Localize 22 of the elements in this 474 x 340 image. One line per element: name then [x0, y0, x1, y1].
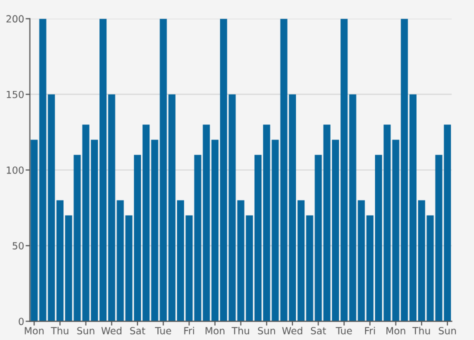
x-tick-label: Thu [412, 326, 430, 334]
x-tick-label: Tue [336, 327, 352, 334]
y-tick-label: 0 [18, 318, 24, 326]
x-tick-label: Thu [232, 326, 250, 334]
y-tick-label: 50 [12, 242, 24, 250]
x-tick-label: Wed [101, 326, 122, 334]
x-tick-label: Mon [24, 327, 44, 334]
x-tick-label: Sat [130, 327, 146, 334]
x-tick-label: Thu [50, 326, 68, 334]
x-tick-label: Fri [184, 326, 194, 334]
x-tick-label: Mon [386, 327, 406, 334]
x-tick-label: Wed [282, 326, 302, 334]
x-tick-label: Tue [154, 327, 172, 334]
x-tick-label: Sun [258, 327, 276, 334]
x-tick-label: Sun [77, 327, 94, 334]
y-tick-label: 200 [6, 15, 24, 23]
y-tick-label: 100 [6, 166, 24, 174]
x-tick-label: Sun [438, 327, 456, 334]
y-tick-label: 150 [6, 90, 24, 98]
x-tick-label: Sat [310, 327, 326, 334]
x-tick-label: Fri [365, 326, 375, 334]
x-tick-label: Mon [206, 327, 224, 334]
